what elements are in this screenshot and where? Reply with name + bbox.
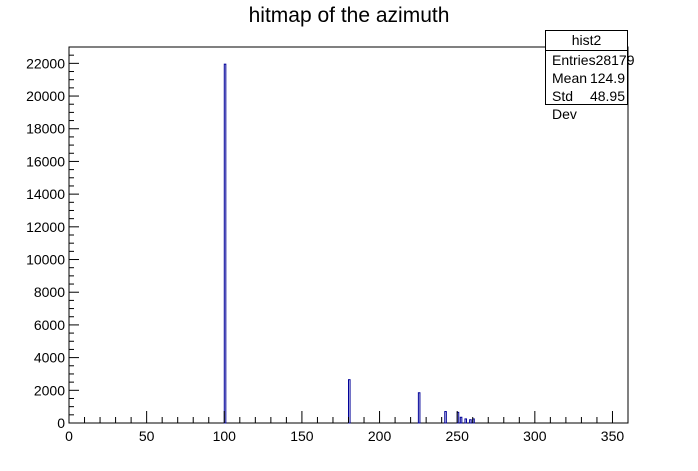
stats-box-name: hist2 bbox=[546, 31, 627, 51]
y-tick-label: 12000 bbox=[26, 219, 65, 235]
stats-box: hist2 Entries 28179 Mean 124.9 Std Dev 4… bbox=[545, 30, 635, 122]
y-tick-label: 22000 bbox=[26, 55, 65, 71]
stats-mean-value: 124.9 bbox=[589, 70, 625, 86]
y-tick-label: 10000 bbox=[26, 252, 65, 268]
stats-entries-row: Entries 28179 bbox=[546, 51, 635, 69]
x-tick-label: 0 bbox=[65, 428, 73, 444]
chart-title: hitmap of the azimuth bbox=[248, 4, 450, 27]
stats-mean-label: Mean bbox=[552, 70, 588, 86]
y-tick-label: 20000 bbox=[26, 88, 65, 104]
histogram-bar-1 bbox=[348, 379, 351, 424]
stats-mean-row: Mean 124.9 bbox=[546, 69, 627, 87]
histogram-bar-2 bbox=[417, 392, 421, 424]
y-tick-label: 14000 bbox=[26, 186, 65, 202]
histogram-bar-0 bbox=[223, 63, 227, 424]
y-tick-label: 4000 bbox=[34, 350, 65, 366]
y-tick-label: 6000 bbox=[34, 317, 65, 333]
y-tick-label: 8000 bbox=[34, 284, 65, 300]
stats-stddev-row: Std Dev 48.95 bbox=[546, 87, 627, 122]
stats-entries-value: 28179 bbox=[595, 52, 635, 68]
x-tick-label: 150 bbox=[290, 428, 314, 444]
y-tick-label: 0 bbox=[57, 415, 65, 431]
x-tick-label: 50 bbox=[139, 428, 155, 444]
x-tick-label: 250 bbox=[446, 428, 470, 444]
stats-stddev-value: 48.95 bbox=[589, 88, 625, 104]
x-tick-label: 100 bbox=[213, 428, 237, 444]
x-tick-label: 350 bbox=[601, 428, 625, 444]
x-tick-label: 200 bbox=[368, 428, 392, 444]
stats-stddev-label: Std Dev bbox=[552, 88, 577, 122]
stats-entries-label: Entries bbox=[552, 52, 596, 68]
histogram-bar-7 bbox=[469, 419, 472, 424]
histogram-bar-6 bbox=[464, 418, 468, 424]
y-tick-label: 18000 bbox=[26, 121, 65, 137]
y-tick-label: 16000 bbox=[26, 153, 65, 169]
histogram-bar-3 bbox=[444, 411, 447, 424]
x-tick-label: 300 bbox=[523, 428, 547, 444]
histogram-bar-5 bbox=[459, 416, 463, 424]
y-tick-label: 2000 bbox=[34, 382, 65, 398]
